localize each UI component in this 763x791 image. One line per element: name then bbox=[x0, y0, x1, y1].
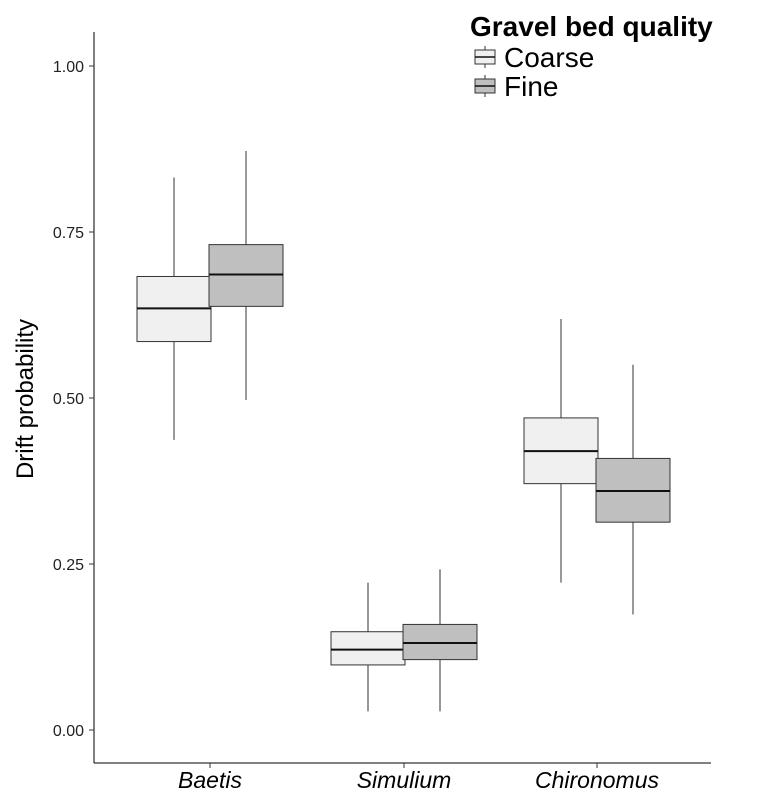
legend-item-coarse: Coarse bbox=[474, 42, 594, 73]
box-fine-chironomus bbox=[595, 364, 671, 615]
box-coarse-simulium bbox=[330, 582, 406, 712]
box-fine-simulium bbox=[402, 569, 478, 712]
x-tick-label: Simulium bbox=[357, 767, 452, 791]
legend-label: Fine bbox=[504, 71, 558, 102]
boxes bbox=[136, 150, 671, 712]
y-tick-label: 0.75 bbox=[53, 225, 84, 242]
legend-title: Gravel bed quality bbox=[470, 11, 713, 42]
y-tick-label: 0.25 bbox=[53, 557, 84, 574]
box-coarse-baetis bbox=[136, 177, 212, 440]
x-tick-label: Baetis bbox=[178, 767, 242, 791]
x-ticks: Baetis Simulium Chironomus bbox=[178, 763, 659, 791]
y-tick-label: 1.00 bbox=[53, 59, 84, 76]
y-tick-label: 0.50 bbox=[53, 391, 84, 408]
y-axis-title: Drift probability bbox=[12, 319, 39, 479]
x-tick-label: Chironomus bbox=[535, 767, 659, 791]
legend-label: Coarse bbox=[504, 42, 594, 73]
y-tick-label: 0.00 bbox=[53, 723, 84, 740]
box-fine-baetis bbox=[208, 150, 284, 400]
box-iqr bbox=[330, 631, 406, 666]
y-ticks: 0.00 0.25 0.50 0.75 1.00 bbox=[53, 59, 94, 740]
box-coarse-chironomus bbox=[523, 318, 599, 583]
legend-item-fine: Fine bbox=[474, 71, 558, 102]
